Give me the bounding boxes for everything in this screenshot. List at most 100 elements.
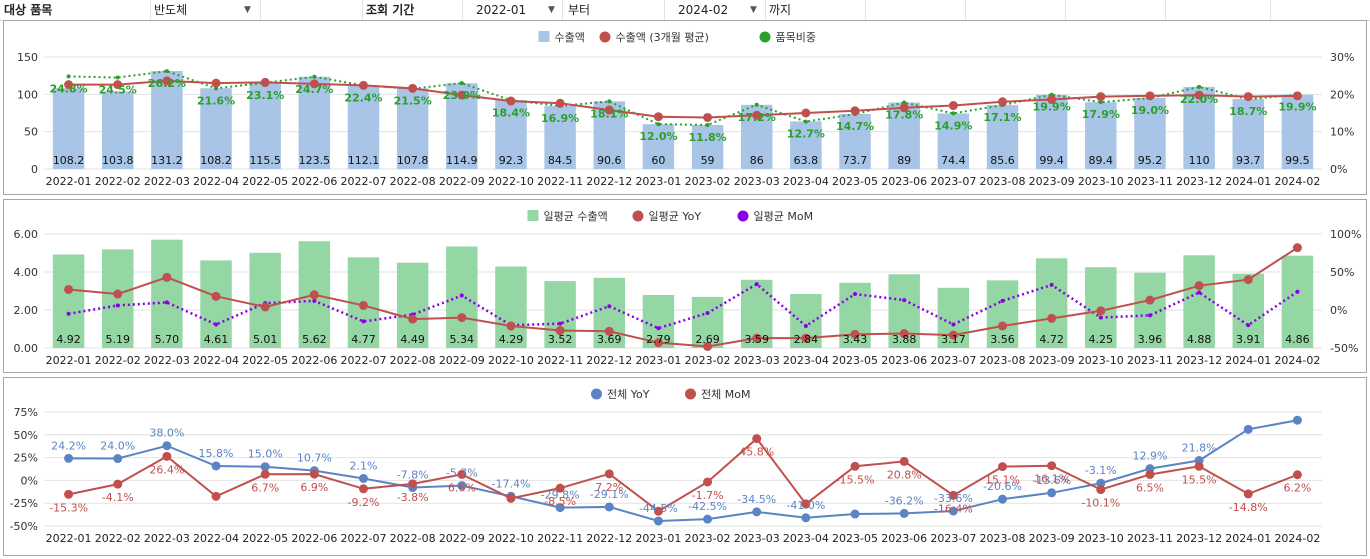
yoy-point <box>899 329 909 339</box>
avg-point <box>653 112 663 122</box>
x-tick-label: 2024-02 <box>1274 532 1320 545</box>
x-tick-label: 2023-10 <box>1078 354 1124 367</box>
total-mom-point <box>211 491 221 501</box>
total-mom-point <box>1096 485 1106 495</box>
total-mom-label: 6.9% <box>300 481 328 494</box>
bar-value-label: 4.88 <box>1187 333 1212 346</box>
share-label: 22.4% <box>344 91 382 104</box>
daily-export-bar <box>200 260 232 348</box>
bar-value-label: 3.91 <box>1236 333 1261 346</box>
avg-point <box>850 106 860 116</box>
x-tick-label: 2022-02 <box>95 175 141 188</box>
x-tick-label: 2022-11 <box>537 532 583 545</box>
share-label: 12.7% <box>787 128 825 141</box>
x-tick-label: 2023-12 <box>1176 532 1222 545</box>
avg-point <box>555 98 565 108</box>
bar-value-label: 73.7 <box>843 154 868 167</box>
total-yoy-point <box>555 503 565 513</box>
total-mom-point <box>1292 470 1302 480</box>
total-mom-label: 7.2% <box>595 481 623 494</box>
end-date-select[interactable]: 2024-02 <box>674 0 764 20</box>
export-bar <box>347 85 380 169</box>
y-right-tick-label: 20% <box>1330 88 1354 101</box>
share-label: 19.0% <box>1131 104 1169 117</box>
x-tick-label: 2022-11 <box>537 354 583 367</box>
legend-swatch-1 <box>685 388 696 400</box>
chevron-down-icon[interactable]: ▼ <box>750 5 757 15</box>
x-tick-label: 2023-04 <box>783 532 829 545</box>
chevron-down-icon[interactable]: ▼ <box>244 5 251 15</box>
x-tick-label: 2022-10 <box>488 175 534 188</box>
x-tick-label: 2023-12 <box>1176 354 1222 367</box>
legend-label-1: 전체 MoM <box>701 388 750 401</box>
bar-value-label: 4.61 <box>204 333 229 346</box>
legend-swatch-1 <box>632 210 644 222</box>
legend-label-0: 수출액 <box>555 31 585 44</box>
legend-label-2: 품목비중 <box>776 31 816 44</box>
x-tick-label: 2023-10 <box>1078 175 1124 188</box>
share-label: 18.7% <box>1229 105 1267 118</box>
x-tick-label: 2022-08 <box>390 354 436 367</box>
bar-value-label: 99.5 <box>1285 154 1310 167</box>
mom-point <box>1246 323 1251 328</box>
export-bar <box>1281 94 1314 169</box>
total-yoy-label: 24.2% <box>51 439 86 452</box>
bar-value-label: 4.49 <box>400 333 425 346</box>
legend-label-0: 일평균 수출액 <box>544 209 608 223</box>
x-tick-label: 2023-10 <box>1078 532 1124 545</box>
bar-value-label: 3.17 <box>941 333 966 346</box>
mom-point <box>951 322 956 327</box>
bar-value-label: 3.59 <box>744 333 769 346</box>
y-right-tick-label: -50% <box>1330 342 1358 355</box>
bar-value-label: 3.96 <box>1138 333 1163 346</box>
total-mom-label: 26.4% <box>149 463 184 476</box>
chevron-down-icon[interactable]: ▼ <box>548 5 555 15</box>
x-tick-label: 2022-06 <box>291 354 337 367</box>
start-date-select[interactable]: 2022-01 <box>472 0 562 20</box>
total-yoy-label: 24.0% <box>100 440 135 453</box>
avg-point <box>998 97 1007 107</box>
yoy-point <box>309 290 319 300</box>
total-mom-point <box>703 477 713 487</box>
bar-value-label: 2.84 <box>794 333 819 346</box>
bar-value-label: 108.2 <box>53 154 85 167</box>
total-mom-label: 6.2% <box>1283 482 1311 495</box>
total-yoy-point <box>211 461 221 471</box>
y-left-tick-label: -50% <box>10 520 38 533</box>
bar-value-label: 86 <box>750 154 764 167</box>
yoy-point <box>1243 275 1253 285</box>
total-mom-label: 6.5% <box>1136 481 1164 494</box>
x-tick-label: 2023-03 <box>734 354 780 367</box>
filter-bar: 대상 품목 반도체 ▼ 조회 기간 2022-01 ▼ 부터 2024-02 ▼… <box>0 0 1370 21</box>
mom-point <box>1295 289 1300 294</box>
x-tick-label: 2023-02 <box>685 354 731 367</box>
x-tick-label: 2023-09 <box>1029 354 1075 367</box>
share-label: 19.9% <box>1033 101 1071 114</box>
total-yoy-point <box>162 441 172 451</box>
yoy-point <box>948 330 958 340</box>
x-tick-label: 2023-05 <box>832 532 878 545</box>
total-yoy-point <box>703 514 713 524</box>
x-tick-label: 2023-03 <box>734 532 780 545</box>
y-right-tick-label: 0% <box>1330 304 1347 317</box>
x-tick-label: 2022-05 <box>242 354 288 367</box>
total-mom-label: 20.8% <box>887 468 922 481</box>
share-point <box>803 119 808 124</box>
share-label: 11.8% <box>688 131 726 144</box>
x-tick-label: 2022-03 <box>144 354 190 367</box>
x-tick-label: 2023-03 <box>734 175 780 188</box>
total-mom-point <box>113 479 123 489</box>
bar-value-label: 60 <box>651 154 665 167</box>
growth-rate-chart: -50% -25% 0% 25% 50% 75% 전체 YoY 전체 MoM 24.2% 24.0… <box>10 388 1322 545</box>
daily-export-bar <box>544 281 576 348</box>
item-select[interactable]: 반도체 <box>150 0 260 20</box>
total-mom-point <box>457 469 467 479</box>
y-left-tick-label: 2.00 <box>14 304 39 317</box>
x-tick-label: 2022-05 <box>242 175 288 188</box>
bar-value-label: 85.6 <box>990 154 1015 167</box>
export-bar <box>298 76 331 169</box>
total-yoy-label: -3.1% <box>1085 464 1117 477</box>
bar-value-label: 2.69 <box>695 333 720 346</box>
export-bar <box>52 88 85 169</box>
export-bar <box>249 82 281 169</box>
